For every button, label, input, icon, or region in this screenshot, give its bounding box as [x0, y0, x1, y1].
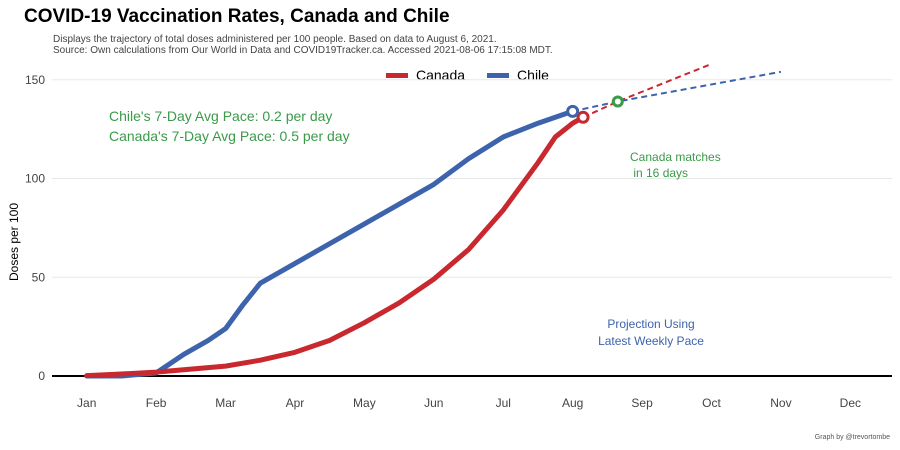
x-tick-label-jan: Jan [77, 396, 96, 410]
legend-label-chile: Chile [517, 67, 549, 83]
x-tick-label-may: May [353, 396, 376, 410]
x-tick-label-nov: Nov [770, 396, 791, 410]
projection-annotation-line-1: Projection Using [607, 317, 694, 331]
graph-credit: Graph by @trevortombe [814, 434, 890, 441]
y-tick-labels: 0 50 100 150 [25, 73, 45, 383]
canada-projection-line [582, 62, 712, 119]
matches-annotation-line-2: in 16 days [630, 166, 688, 180]
legend-label-canada: Canada [416, 67, 466, 83]
chile-projection-line [572, 70, 782, 113]
subtitle-line-2: Source: Own calculations from Our World … [53, 45, 553, 56]
y-tick-label-50: 50 [32, 270, 46, 284]
x-tick-label-oct: Oct [702, 396, 721, 410]
legend-item-chile: Chile [487, 67, 549, 83]
chile-pace-annotation: Chile's 7-Day Avg Pace: 0.2 per day [109, 108, 332, 124]
y-tick-label-150: 150 [25, 73, 45, 87]
x-tick-label-apr: Apr [286, 396, 305, 410]
crossover-marker [611, 95, 624, 108]
legend-swatch-chile [487, 72, 510, 78]
x-tick-label-aug: Aug [562, 396, 583, 410]
x-tick-label-dec: Dec [840, 396, 861, 410]
x-tick-label-mar: Mar [215, 396, 236, 410]
series-lines [84, 62, 782, 379]
legend: Canada Chile [386, 67, 571, 83]
subtitle-line-1: Displays the trajectory of total doses a… [53, 34, 497, 45]
gridlines [52, 79, 892, 377]
legend-item-canada: Canada [386, 67, 465, 83]
canada-line [84, 114, 586, 379]
x-tick-label-sep: Sep [631, 396, 653, 410]
x-tick-labels: Jan Feb Mar Apr May Jun Jul Aug Sep Oct Nov Dec [77, 396, 861, 410]
y-axis-label: Doses per 100 [7, 203, 21, 281]
projection-annotation-line-2: Latest Weekly Pace [598, 334, 704, 348]
canada-pace-annotation: Canada's 7-Day Avg Pace: 0.5 per day [109, 128, 350, 144]
chart-title: COVID-19 Vaccination Rates, Canada and C… [24, 6, 450, 27]
y-tick-label-0: 0 [38, 369, 45, 383]
legend-swatch-canada [386, 72, 408, 78]
chart-subtitle: Displays the trajectory of total doses a… [53, 34, 553, 56]
x-tick-label-feb: Feb [146, 396, 167, 410]
matches-annotation-line-1: Canada matches [630, 150, 721, 164]
chile-line [84, 108, 576, 379]
chile-end-marker [566, 104, 580, 118]
x-tick-label-jun: Jun [424, 396, 443, 410]
y-tick-label-100: 100 [25, 172, 45, 186]
x-tick-label-jul: Jul [496, 396, 511, 410]
canada-end-marker [576, 110, 590, 124]
series-markers [566, 95, 624, 124]
